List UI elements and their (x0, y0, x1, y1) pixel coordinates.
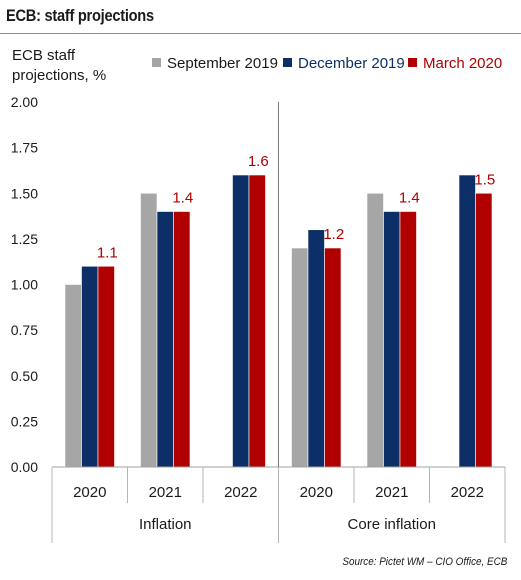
group-label-0: Inflation (139, 516, 192, 533)
bar-3-series-2 (324, 247, 342, 468)
data-label-0: 1.1 (97, 244, 118, 261)
bar-5-series-1 (458, 174, 476, 468)
y-tick-label-8: 2.00 (11, 94, 38, 110)
group-label-1: Core inflation (348, 516, 436, 533)
bar-chart: ECB staff projections, % September 2019 D… (11, 47, 506, 543)
y-tick-label-5: 1.25 (11, 231, 38, 247)
y-tick-label-0: 0.00 (11, 459, 38, 475)
legend: September 2019 December 2019 March 2020 (152, 55, 502, 72)
x-tick-label-0: 2020 (73, 484, 106, 501)
legend-label-2: March 2020 (423, 55, 502, 72)
y-tick-label-2: 0.50 (11, 368, 38, 384)
y-axis: 0.00 0.25 0.50 0.75 1.00 1.25 1.50 1.75 2.00 (11, 94, 38, 475)
bar-1-series-2 (173, 211, 191, 468)
y-tick-label-3: 0.75 (11, 322, 38, 338)
bar-4-series-2 (399, 211, 417, 468)
legend-label-0: September 2019 (167, 55, 278, 72)
bar-2-series-1 (232, 174, 250, 468)
data-label-4: 1.4 (399, 190, 420, 207)
y-axis-label-line1: ECB staff (12, 47, 76, 64)
x-tick-label-4: 2021 (375, 484, 408, 501)
data-label-3: 1.2 (323, 226, 344, 243)
bar-0-series-0 (64, 284, 82, 468)
bar-1-series-0 (140, 192, 158, 468)
x-tick-label-3: 2020 (300, 484, 333, 501)
x-axis: 2020 2021 2022 Inflation 2020 2021 2022 Core in… (51, 102, 506, 543)
data-label-1: 1.4 (172, 190, 193, 207)
bar-5-series-2 (475, 192, 493, 468)
bar-4-series-0 (366, 192, 384, 468)
bar-3-series-1 (307, 229, 325, 468)
legend-swatch-1 (283, 58, 292, 67)
source-note: Source: Pictet WM – CIO Office, ECB (341, 556, 507, 568)
legend-swatch-2 (408, 58, 417, 67)
legend-label-1: December 2019 (298, 55, 405, 72)
x-tick-label-5: 2022 (451, 484, 484, 501)
y-tick-label-6: 1.50 (11, 185, 38, 201)
title-rule (0, 33, 521, 34)
data-labels: 1.1 1.4 1.6 1.2 1.4 1.5 (97, 153, 495, 261)
chart-title: ECB: staff projections (6, 6, 154, 25)
x-tick-label-1: 2021 (149, 484, 182, 501)
data-label-5: 1.5 (474, 171, 495, 188)
x-tick-label-2: 2022 (224, 484, 257, 501)
y-tick-label-1: 0.25 (11, 413, 38, 429)
bar-0-series-1 (81, 265, 99, 468)
y-axis-label-line2: projections, % (12, 67, 106, 84)
bar-3-series-0 (291, 247, 309, 468)
bar-4-series-1 (383, 211, 401, 468)
bar-1-series-1 (156, 211, 174, 468)
bar-2-series-2 (248, 174, 266, 468)
y-tick-label-7: 1.75 (11, 140, 38, 156)
legend-swatch-0 (152, 58, 161, 67)
y-tick-label-4: 1.00 (11, 277, 38, 293)
bar-0-series-2 (97, 265, 115, 468)
data-label-2: 1.6 (248, 153, 269, 170)
